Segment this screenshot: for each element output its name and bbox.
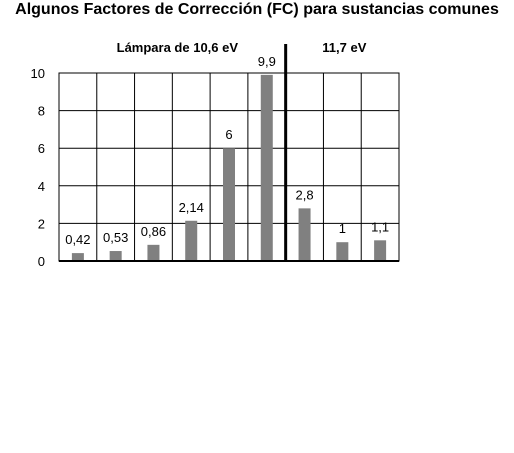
data-label: 1,1 bbox=[371, 219, 389, 234]
y-tick-label: 10 bbox=[31, 66, 45, 81]
chart-title: Algunos Factores de Corrección (FC) para… bbox=[15, 1, 499, 18]
group-label: 11,7 eV bbox=[322, 40, 366, 55]
bar bbox=[71, 253, 84, 261]
bar bbox=[298, 208, 311, 261]
bar-layer bbox=[71, 74, 387, 261]
data-label: 6 bbox=[225, 127, 232, 142]
data-label: 1 bbox=[339, 221, 346, 236]
data-label: 2,8 bbox=[296, 187, 314, 202]
y-tick-label: 0 bbox=[38, 254, 45, 269]
data-label: 0,42 bbox=[65, 232, 90, 247]
bar bbox=[147, 244, 160, 261]
label-layer: 0 2 4 6 8 10 Lámpara de 10,6 eV 11,7 eV 0,42 0,53… bbox=[31, 40, 390, 269]
data-label: 0,86 bbox=[141, 224, 166, 239]
bar bbox=[336, 242, 349, 261]
group-label: Lámpara de 10,6 eV bbox=[117, 40, 239, 55]
y-tick-label: 2 bbox=[38, 216, 45, 231]
y-tick-label: 8 bbox=[38, 104, 45, 119]
y-tick-label: 4 bbox=[38, 179, 45, 194]
y-tick-label: 6 bbox=[38, 141, 45, 156]
bar bbox=[185, 220, 198, 261]
bar bbox=[109, 251, 122, 261]
data-label: 9,9 bbox=[258, 54, 276, 69]
data-label: 0,53 bbox=[103, 230, 128, 245]
data-label: 2,14 bbox=[179, 200, 204, 215]
bar bbox=[223, 148, 235, 261]
bar bbox=[374, 240, 387, 261]
bar bbox=[260, 74, 273, 261]
axis-layer bbox=[58, 44, 400, 262]
